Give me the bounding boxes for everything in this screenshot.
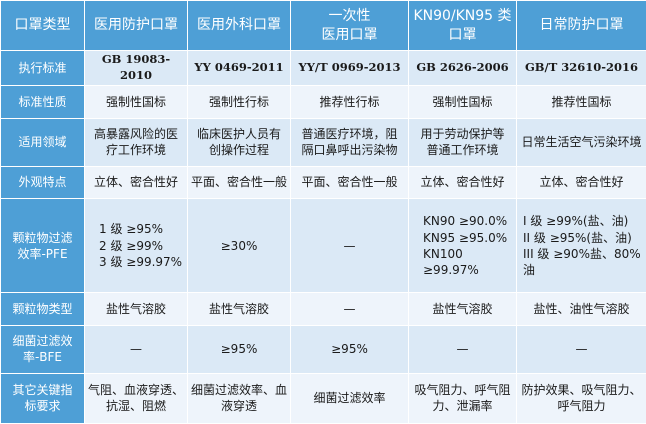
table-row: 外观特点 立体、密合性好 平面、密合性一般 平面、密合性一般 立体、密合性好 立… bbox=[0, 165, 646, 200]
row-label-pfe: 颗粒物过滤 效率-PFE bbox=[0, 198, 85, 294]
row-label-bfe: 细菌过滤效 率-BFE bbox=[0, 324, 85, 374]
table-cell: ≥30% bbox=[187, 198, 291, 294]
row-label-standard-nature: 标准性质 bbox=[0, 84, 85, 119]
table-cell: 盐性、油性气溶胶 bbox=[516, 292, 646, 326]
table-cell: 临床医护人员有 创操作过程 bbox=[187, 117, 291, 167]
table-row: 细菌过滤效 率-BFE — ≥95% ≥95% — — bbox=[0, 324, 646, 374]
table-cell: 防护效果、吸气阻力、 呼气阻力 bbox=[516, 372, 646, 424]
table-cell: — bbox=[84, 324, 188, 374]
row-label-appearance: 外观特点 bbox=[0, 165, 85, 200]
table-cell: 用于劳动保护等 普通工作环境 bbox=[408, 117, 517, 167]
table-cell: 强制性国标 bbox=[408, 84, 517, 119]
table-cell: 盐性气溶胶 bbox=[187, 292, 291, 326]
row-label-application: 适用领域 bbox=[0, 117, 85, 167]
header-medical-protective-mask: 医用防护口罩 bbox=[84, 0, 188, 51]
table-cell: 强制性国标 bbox=[84, 84, 188, 119]
header-disposable-medical-mask: 一次性 医用口罩 bbox=[290, 0, 409, 51]
table-cell: 高暴露风险的医 疗工作环境 bbox=[84, 117, 188, 167]
table-cell: 普通医疗环境，阻 隔口鼻呼出污染物 bbox=[290, 117, 409, 167]
table-cell: 平面、密合性一般 bbox=[187, 165, 291, 200]
table-cell: 吸气阻力、呼气阻 力、泄漏率 bbox=[408, 372, 517, 424]
row-label-particle-type: 颗粒物类型 bbox=[0, 292, 85, 326]
table-cell: GB 19083-2010 bbox=[84, 50, 188, 86]
table-cell: YY 0469-2011 bbox=[187, 50, 291, 86]
table-cell: 立体、密合性好 bbox=[516, 165, 646, 200]
table-cell: 日常生活空气污染环境 bbox=[516, 117, 646, 167]
table-cell: 推荐性行标 bbox=[290, 84, 409, 119]
row-label-standard: 执行标准 bbox=[0, 50, 85, 86]
row-label-other-requirements: 其它关键指 标要求 bbox=[0, 372, 85, 424]
table-cell: ≥95% bbox=[290, 324, 409, 374]
table-cell: 细菌过滤效率、血 液穿透 bbox=[187, 372, 291, 424]
table-cell: — bbox=[516, 324, 646, 374]
table-row: 标准性质 强制性国标 强制性行标 推荐性行标 强制性国标 推荐性国标 bbox=[0, 84, 646, 119]
table-cell: 盐性气溶胶 bbox=[408, 292, 517, 326]
table-cell: 推荐性国标 bbox=[516, 84, 646, 119]
table-cell: — bbox=[408, 324, 517, 374]
table-cell: KN90 ≥90.0% KN95 ≥95.0% KN100 ≥99.97% bbox=[408, 198, 517, 294]
table-cell: — bbox=[290, 292, 409, 326]
table-row: 颗粒物类型 盐性气溶胶 盐性气溶胶 — 盐性气溶胶 盐性、油性气溶胶 bbox=[0, 292, 646, 326]
header-mask-type: 口罩类型 bbox=[0, 0, 85, 51]
header-row: 口罩类型 医用防护口罩 医用外科口罩 一次性 医用口罩 KN90/KN95 类 … bbox=[0, 0, 646, 51]
table-row: 适用领域 高暴露风险的医 疗工作环境 临床医护人员有 创操作过程 普通医疗环境，… bbox=[0, 117, 646, 167]
header-daily-protective-mask: 日常防护口罩 bbox=[516, 0, 646, 51]
table-cell: GB 2626-2006 bbox=[408, 50, 517, 86]
table-cell: 盐性气溶胶 bbox=[84, 292, 188, 326]
table-row: 其它关键指 标要求 气阻、血液穿透、 抗湿、阻燃 细菌过滤效率、血 液穿透 细菌… bbox=[0, 372, 646, 424]
table-cell: GB/T 32610-2016 bbox=[516, 50, 646, 86]
table-cell: — bbox=[290, 198, 409, 294]
table-cell: YY/T 0969-2013 bbox=[290, 50, 409, 86]
table-cell: 平面、密合性一般 bbox=[290, 165, 409, 200]
table-cell: 立体、密合性好 bbox=[408, 165, 517, 200]
table-row: 执行标准 GB 19083-2010 YY 0469-2011 YY/T 096… bbox=[0, 50, 646, 86]
table-cell: 强制性行标 bbox=[187, 84, 291, 119]
table-cell: 细菌过滤效率 bbox=[290, 372, 409, 424]
table-cell: 1 级 ≥95% 2 级 ≥99% 3 级 ≥99.97% bbox=[84, 198, 188, 294]
table-row: 颗粒物过滤 效率-PFE 1 级 ≥95% 2 级 ≥99% 3 级 ≥99.9… bbox=[0, 198, 646, 294]
table-cell: ≥95% bbox=[187, 324, 291, 374]
header-surgical-mask: 医用外科口罩 bbox=[187, 0, 291, 51]
table-cell: I 级 ≥99%(盐、油) II 级 ≥95%(盐、油) III 级 ≥90%盐… bbox=[516, 198, 646, 294]
table-cell: 立体、密合性好 bbox=[84, 165, 188, 200]
table-cell: 气阻、血液穿透、 抗湿、阻燃 bbox=[84, 372, 188, 424]
header-kn90-kn95-mask: KN90/KN95 类 口罩 bbox=[408, 0, 517, 51]
